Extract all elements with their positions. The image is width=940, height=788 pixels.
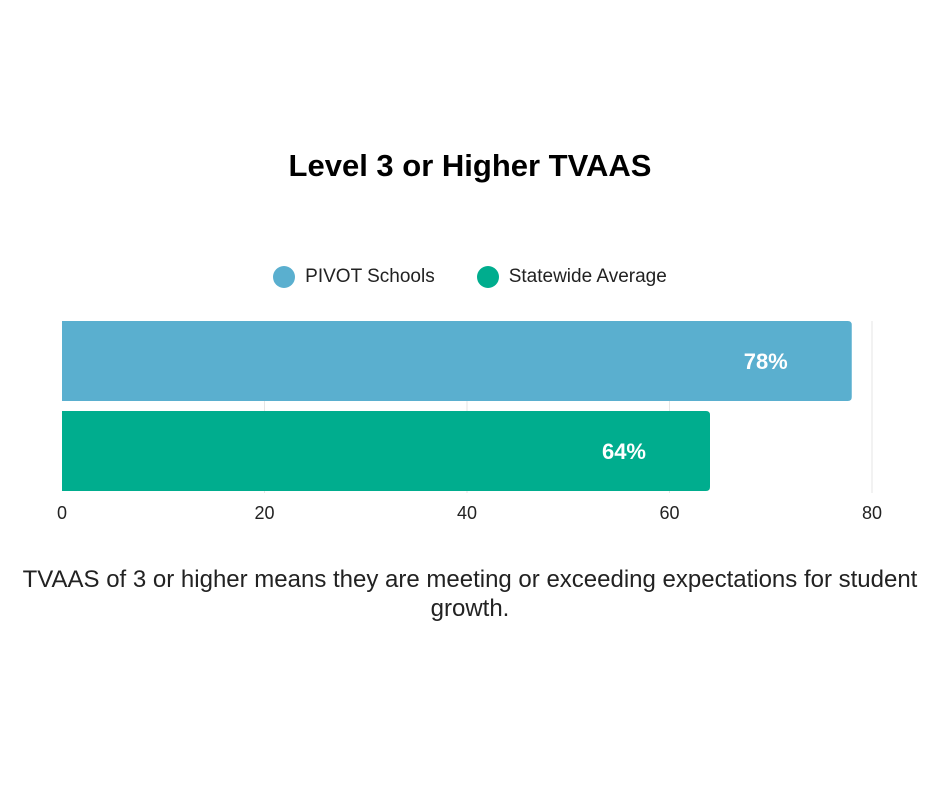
legend-swatch xyxy=(273,266,296,288)
legend: PIVOT Schools Statewide Average xyxy=(0,266,940,288)
x-tick-label-40: 40 xyxy=(457,503,477,523)
bar-pivot-schools xyxy=(62,321,852,401)
chart-title: Level 3 or Higher TVAAS xyxy=(288,148,652,183)
legend-label: PIVOT Schools xyxy=(305,266,435,287)
legend-label: Statewide Average xyxy=(508,266,667,287)
bar-statewide-average xyxy=(62,411,710,491)
data-label-pivot-schools: 78% xyxy=(744,349,788,374)
x-tick-label-0: 0 xyxy=(57,503,67,523)
bars: 78% 64% xyxy=(62,321,852,491)
legend-item-pivot-schools: PIVOT Schools xyxy=(273,266,435,288)
x-tick-label-20: 20 xyxy=(254,503,274,523)
legend-swatch xyxy=(476,266,499,288)
x-tick-label-80: 80 xyxy=(862,503,882,523)
x-axis-ticks: 0 20 40 60 80 xyxy=(57,503,882,523)
x-tick-label-60: 60 xyxy=(659,503,679,523)
legend-item-statewide-average: Statewide Average xyxy=(476,266,667,288)
chart-caption: TVAAS of 3 or higher means they are meet… xyxy=(22,566,918,622)
data-label-statewide-average: 64% xyxy=(602,439,646,464)
